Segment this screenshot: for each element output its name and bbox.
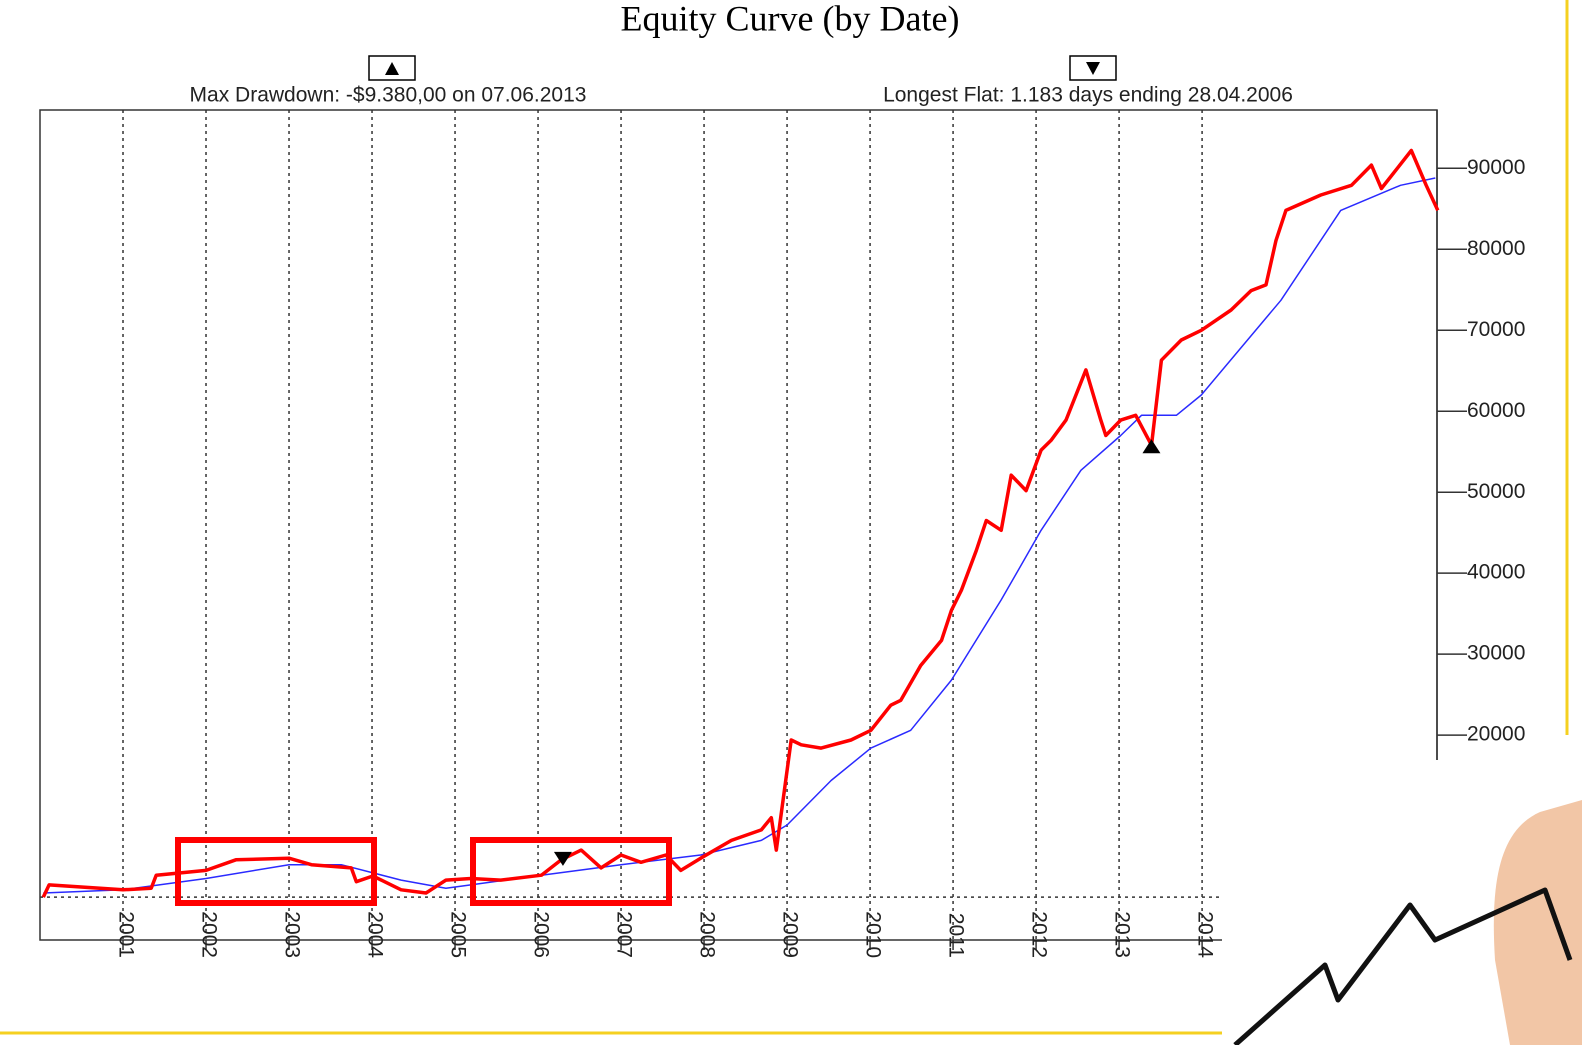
chart-title: Equity Curve (by Date) [621,0,960,38]
x-tick-label: 2008 [696,911,719,958]
y-tick-label: 50000 [1467,480,1525,503]
x-tick-label: 2007 [612,911,635,958]
y-tick-label: 90000 [1467,156,1525,179]
x-tick-label: 2005 [446,911,469,958]
y-tick-label: 20000 [1467,723,1525,746]
y-tick-label: 70000 [1467,318,1525,341]
x-tick-label: 2004 [363,911,386,958]
x-tick-label: 2009 [779,911,802,958]
x-tick-label: 2011 [945,913,968,958]
x-tick-label: 2014 [1194,911,1217,958]
x-tick-label: 2002 [197,911,220,958]
x-tick-label: 2001 [114,911,137,958]
annotation: Longest Flat: 1.183 days ending 28.04.20… [883,84,1293,107]
y-tick-label: 60000 [1467,399,1525,422]
annotation: Max Drawdown: -$9.380,00 on 07.06.2013 [190,84,587,107]
x-tick-label: 2010 [862,911,885,958]
chart: Equity Curve (by Date) Max Drawdown: -$9… [0,0,1582,1045]
y-tick-label: 80000 [1467,237,1525,260]
x-tick-label: 2003 [280,911,303,958]
x-tick-label: 2006 [529,911,552,958]
image-overlay [1438,0,1582,104]
x-tick-label: 2012 [1028,911,1051,958]
x-tick-label: 2013 [1111,911,1134,958]
y-tick-label: 40000 [1467,561,1525,584]
y-tick-label: 30000 [1467,642,1525,665]
